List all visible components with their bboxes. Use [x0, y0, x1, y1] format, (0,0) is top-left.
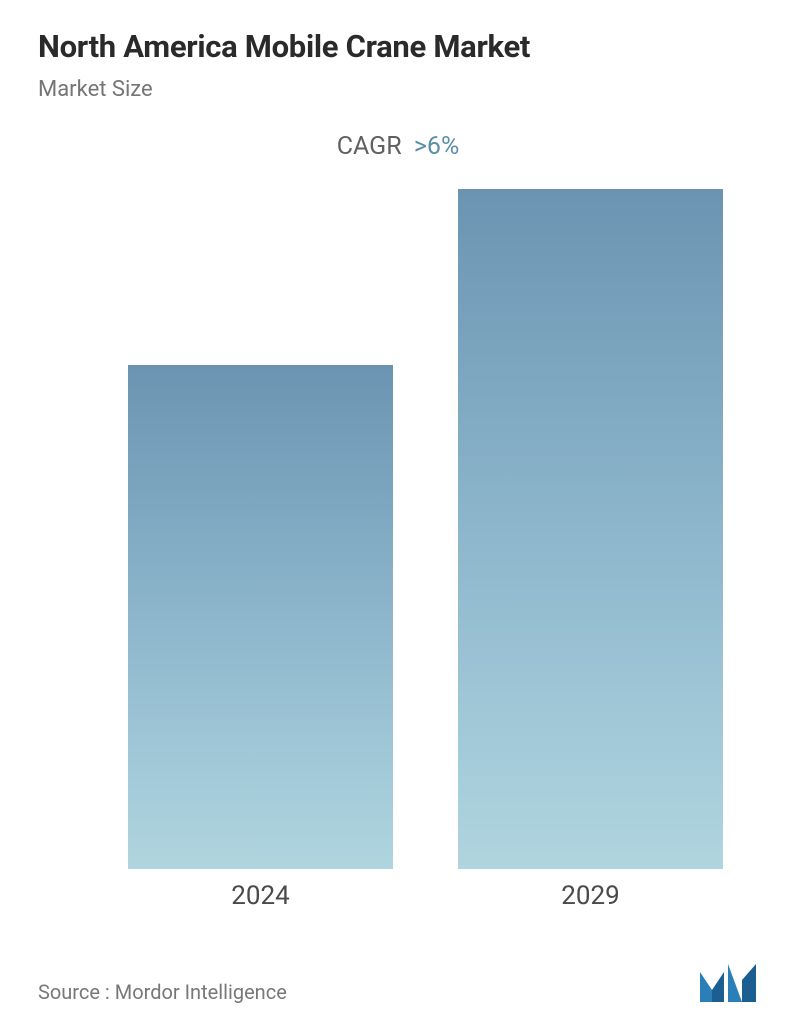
chart-title: North America Mobile Crane Market: [38, 28, 758, 65]
chart-container: North America Mobile Crane Market Market…: [0, 0, 796, 1034]
bar-2029: [458, 189, 723, 869]
source-attribution: Source : Mordor Intelligence: [38, 980, 287, 1004]
chart-footer: Source : Mordor Intelligence: [38, 962, 758, 1004]
chart-subtitle: Market Size: [38, 77, 758, 102]
bar-2024: [128, 365, 393, 869]
x-label-2029: 2029: [458, 881, 723, 911]
cagr-value: >6%: [414, 132, 459, 161]
x-axis-labels: 2024 2029: [58, 881, 738, 931]
mordor-logo-icon: [698, 962, 758, 1004]
chart-plot-area: [58, 189, 738, 869]
cagr-line: CAGR >6%: [38, 132, 758, 161]
cagr-label: CAGR: [337, 132, 402, 161]
x-label-2024: 2024: [128, 881, 393, 911]
